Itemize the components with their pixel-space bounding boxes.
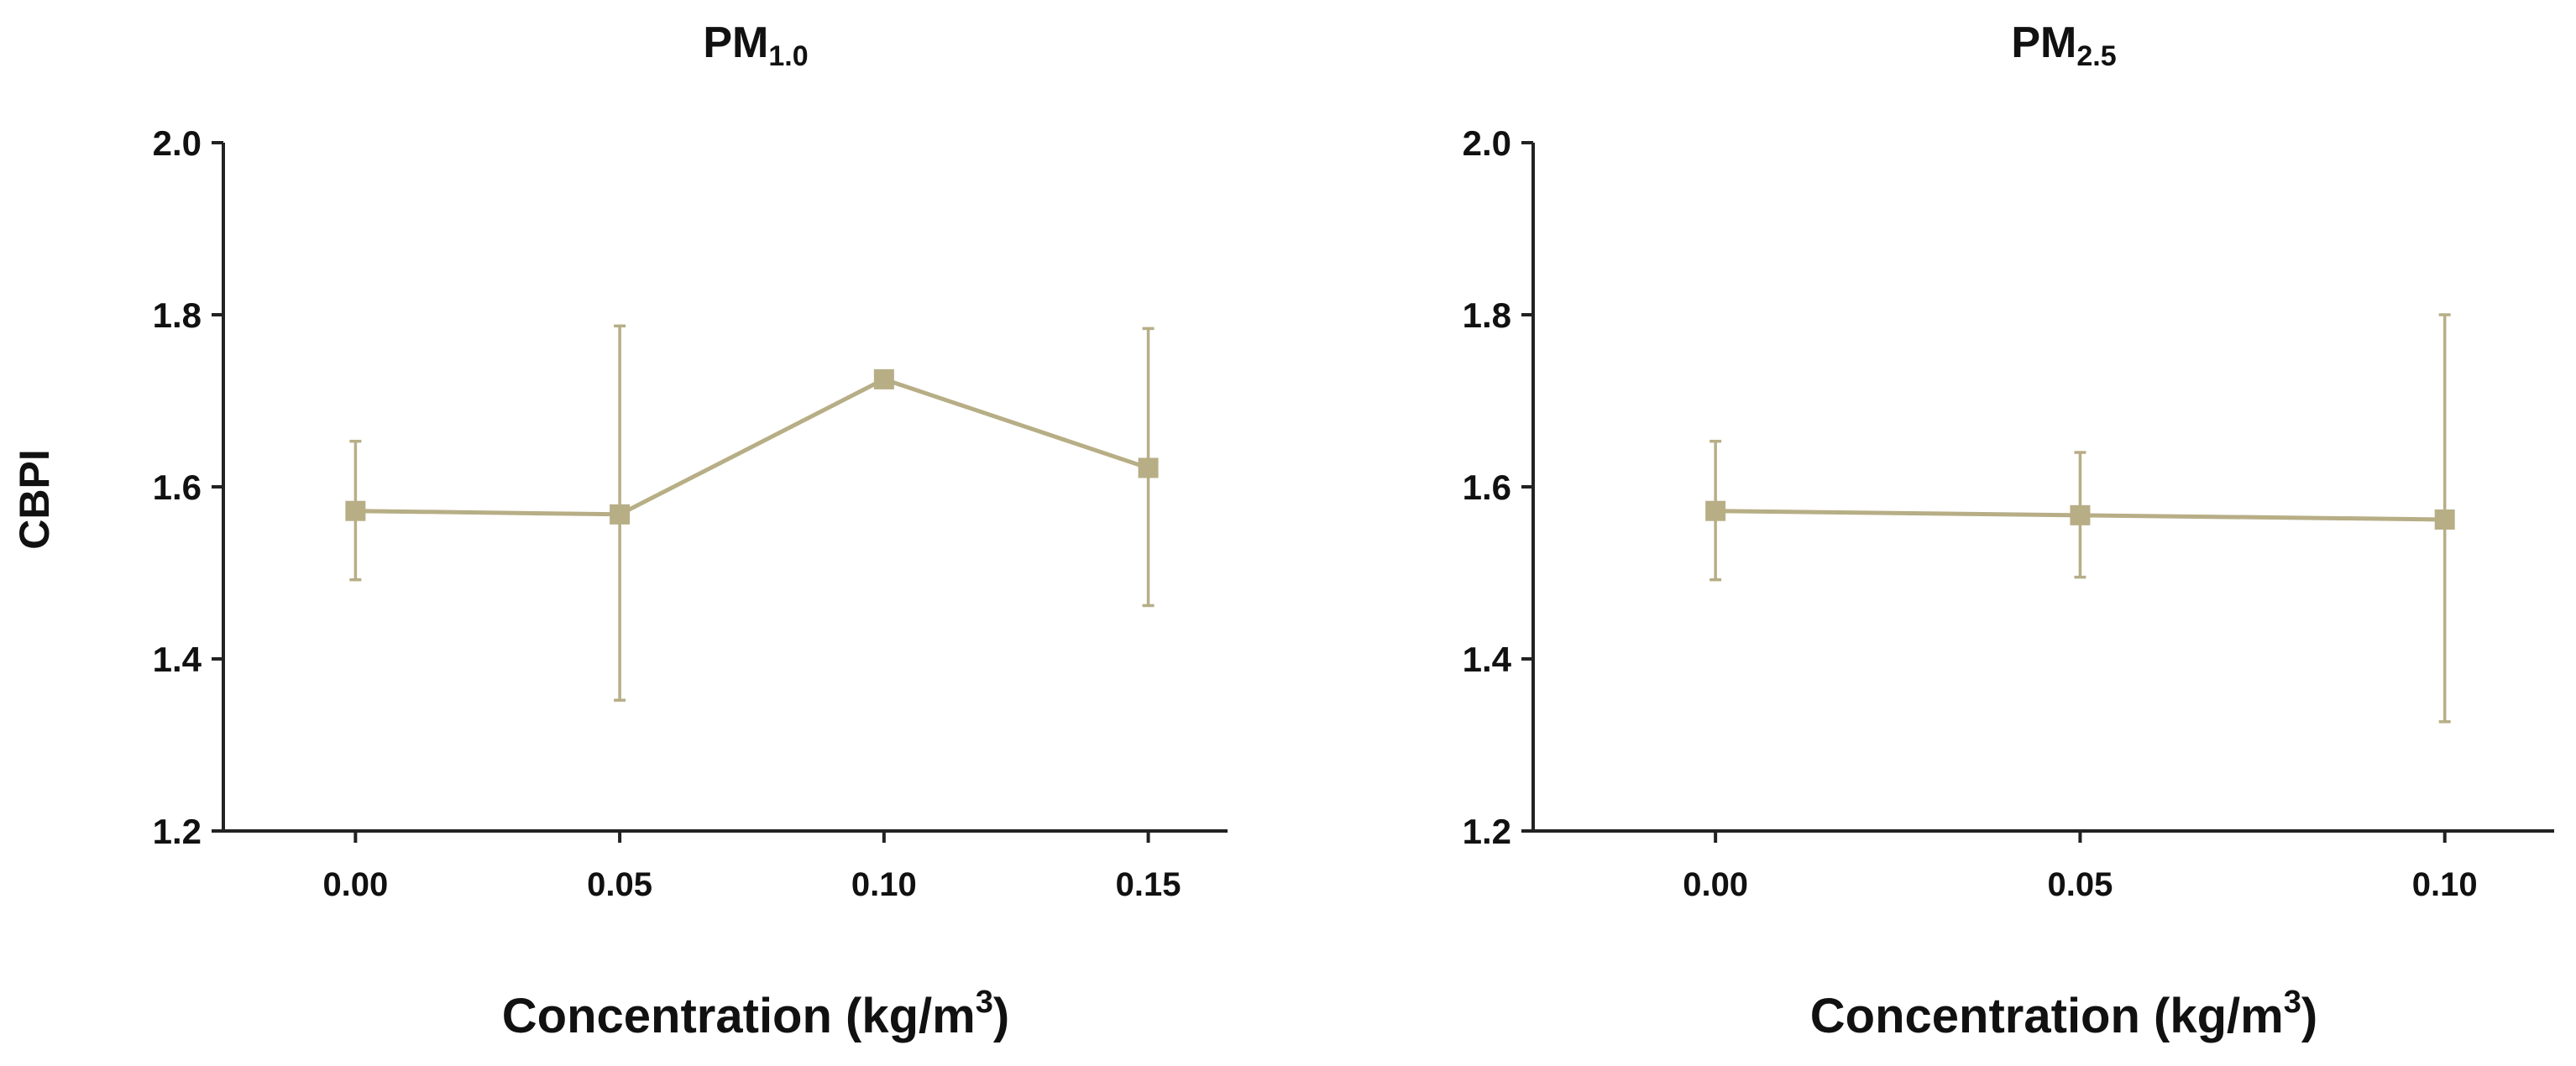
chart-pm1: PM1.0 1.2 1.4 1.6 1.8 2.0 0.00 0.05 0.10 0.15 C… — [153, 18, 1228, 1043]
series-line — [355, 377, 1149, 517]
y-ticks-pm25: 1.2 1.4 1.6 1.8 2.0 — [1463, 123, 1533, 851]
data-point-marker — [2434, 509, 2455, 530]
data-point-marker — [1138, 457, 1159, 478]
x-tick-label: 0.10 — [851, 866, 917, 903]
x-axis-label-pm1-end: ) — [993, 989, 1009, 1043]
y-tick-label: 1.4 — [153, 640, 202, 679]
y-ticks-pm1: 1.2 1.4 1.6 1.8 2.0 — [153, 123, 223, 851]
chart-title-pm1: PM1.0 — [703, 18, 808, 72]
x-axis-label-pm25-end: ) — [2301, 989, 2317, 1043]
x-tick-label: 0.05 — [2047, 866, 2113, 903]
data-point-marker — [345, 500, 366, 521]
y-axis-label: CBPI — [11, 449, 58, 549]
data-point-marker — [610, 504, 631, 525]
y-tick-label: 1.4 — [1463, 640, 1512, 679]
chart-title-pm25-sub: 2.5 — [2076, 40, 2116, 72]
x-axis-label-pm1-sup: 3 — [976, 985, 993, 1020]
chart-pm25: PM2.5 1.2 1.4 1.6 1.8 2.0 0.00 0.05 0.10 Conce… — [1463, 18, 2554, 1043]
y-tick-label: 2.0 — [1463, 123, 1511, 163]
chart-title-pm25: PM2.5 — [2011, 18, 2116, 72]
y-tick-label: 1.8 — [1463, 295, 1511, 335]
x-ticks-pm25: 0.00 0.05 0.10 — [1683, 831, 2478, 903]
x-axis-label-pm1-main: Concentration (kg/m — [502, 989, 976, 1043]
data-point-marker — [873, 368, 894, 389]
x-tick-label: 0.00 — [322, 866, 388, 903]
x-axis-label-pm25: Concentration (kg/m3) — [1810, 985, 2317, 1043]
y-tick-label: 1.6 — [153, 468, 202, 507]
y-tick-label: 1.2 — [153, 812, 202, 851]
y-tick-label: 1.6 — [1463, 468, 1511, 507]
series-pm25 — [1705, 313, 2455, 724]
data-point-marker — [1705, 500, 1726, 521]
x-tick-label: 0.05 — [587, 866, 652, 903]
x-tick-label: 0.10 — [2412, 866, 2478, 903]
x-tick-label: 0.00 — [1683, 866, 1748, 903]
x-axis-label-pm25-sup: 3 — [2284, 985, 2301, 1020]
series-pm1 — [345, 324, 1159, 702]
x-ticks-pm1: 0.00 0.05 0.10 0.15 — [322, 831, 1181, 903]
data-point-marker — [2070, 504, 2091, 525]
y-tick-label: 1.8 — [153, 295, 202, 335]
x-axis-label-pm25-main: Concentration (kg/m — [1810, 989, 2284, 1043]
y-tick-label: 2.0 — [153, 123, 202, 163]
chart-title-pm25-main: PM — [2011, 18, 2076, 67]
x-tick-label: 0.15 — [1116, 866, 1181, 903]
chart-title-pm1-sub: 1.0 — [768, 40, 808, 72]
y-tick-label: 1.2 — [1463, 812, 1511, 851]
chart-title-pm1-main: PM — [703, 18, 768, 67]
x-axis-label-pm1: Concentration (kg/m3) — [502, 985, 1009, 1043]
